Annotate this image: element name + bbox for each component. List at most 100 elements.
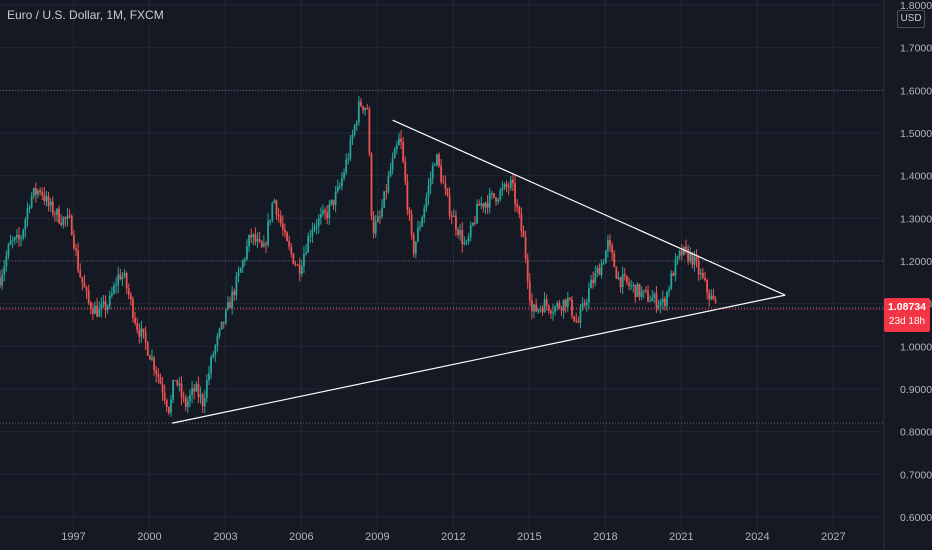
candle-body [402, 141, 405, 162]
candle-body [51, 201, 54, 214]
candle-body [516, 204, 519, 207]
candle-body [566, 297, 569, 307]
candle-body [501, 187, 504, 191]
candle-body [649, 301, 652, 303]
trendlines[interactable] [172, 119, 786, 424]
candle-body [602, 263, 605, 265]
candle-body [408, 209, 411, 215]
candle-body [254, 234, 257, 242]
candle-body [307, 236, 310, 253]
time-axis[interactable]: 1997 2000 2003 2006 2009 2012 2015 2018 2021 2024… [61, 531, 845, 543]
candle-body [58, 208, 61, 223]
candle-body [573, 316, 576, 321]
candle-body [505, 183, 508, 188]
candle-body [123, 272, 126, 277]
candle-body [550, 310, 552, 314]
candle-body [680, 250, 683, 255]
candle-body [480, 203, 483, 206]
candle-body [96, 305, 98, 317]
candle-body [3, 266, 6, 276]
candle-body [279, 216, 282, 224]
candle-body [406, 181, 409, 210]
candle-body [651, 297, 654, 302]
candle-body [205, 380, 208, 398]
candle-body [632, 284, 635, 286]
candle-body [265, 243, 267, 245]
price-axis[interactable]: 0.600000.700000.800000.900001.000001.100… [900, 0, 932, 524]
candle-body [497, 199, 500, 202]
candle-body [387, 175, 390, 192]
candle-body [159, 376, 162, 384]
candles [0, 95, 717, 417]
candle-body [699, 272, 702, 275]
candle-body [311, 229, 314, 237]
candle-body [290, 246, 293, 254]
candle-body [277, 214, 280, 217]
candle-body [176, 380, 179, 385]
candle-body [343, 172, 345, 179]
x-tick-label: 2021 [669, 531, 693, 543]
candle-body [524, 237, 527, 259]
candle-body [81, 277, 84, 283]
candle-body [545, 299, 548, 306]
candle-body [558, 303, 561, 308]
candle-body [436, 154, 438, 165]
candle-body [68, 215, 71, 217]
candle-body [552, 311, 554, 314]
candle-body [710, 295, 713, 300]
candle-body [438, 154, 440, 166]
candle-body [199, 394, 202, 398]
candle-body [661, 298, 664, 303]
candle-body [499, 190, 502, 200]
y-tick-label: 1.30000 [900, 213, 932, 225]
candle-body [446, 188, 449, 196]
candle-body [208, 373, 210, 381]
candle-body [5, 256, 8, 267]
candle-body [322, 210, 324, 215]
candle-body [476, 203, 478, 224]
candle-body [275, 200, 278, 215]
candle-body [324, 210, 326, 213]
candle-body [250, 235, 253, 238]
candle-body [704, 277, 706, 280]
candle-body [383, 191, 386, 208]
candle-body [203, 397, 206, 407]
candle-body [332, 199, 335, 205]
candle-body [592, 279, 595, 283]
candle-body [34, 188, 37, 195]
candle-body [693, 256, 696, 265]
candle-body [518, 206, 521, 215]
candle-body [20, 238, 23, 240]
candle-body [537, 309, 540, 312]
symbol-title[interactable]: Euro / U.S. Dollar, 1M, FXCM [7, 8, 164, 22]
candle-body [235, 276, 238, 296]
x-tick-label: 2006 [289, 531, 313, 543]
candle-body [165, 400, 168, 408]
candle-body [374, 221, 377, 234]
grid [0, 0, 885, 550]
candle-body [577, 321, 580, 323]
candle-body [659, 302, 662, 306]
candle-body [214, 345, 217, 355]
candle-body [708, 292, 711, 300]
candle-body [195, 384, 198, 392]
candle-body [457, 229, 459, 236]
candle-body [294, 264, 297, 266]
candle-body [172, 380, 174, 400]
candle-body [490, 193, 493, 195]
candle-body [366, 108, 369, 110]
candle-body [104, 301, 107, 311]
x-tick-label: 2027 [821, 531, 845, 543]
candle-body [338, 185, 341, 187]
candle-body [417, 227, 419, 242]
candle-body [636, 283, 639, 297]
candle-body [351, 134, 354, 140]
candle-body [678, 250, 681, 257]
candle-body [98, 309, 101, 317]
candle-body [691, 252, 694, 265]
candle-body [347, 158, 350, 160]
currency-label[interactable]: USD [897, 10, 925, 28]
